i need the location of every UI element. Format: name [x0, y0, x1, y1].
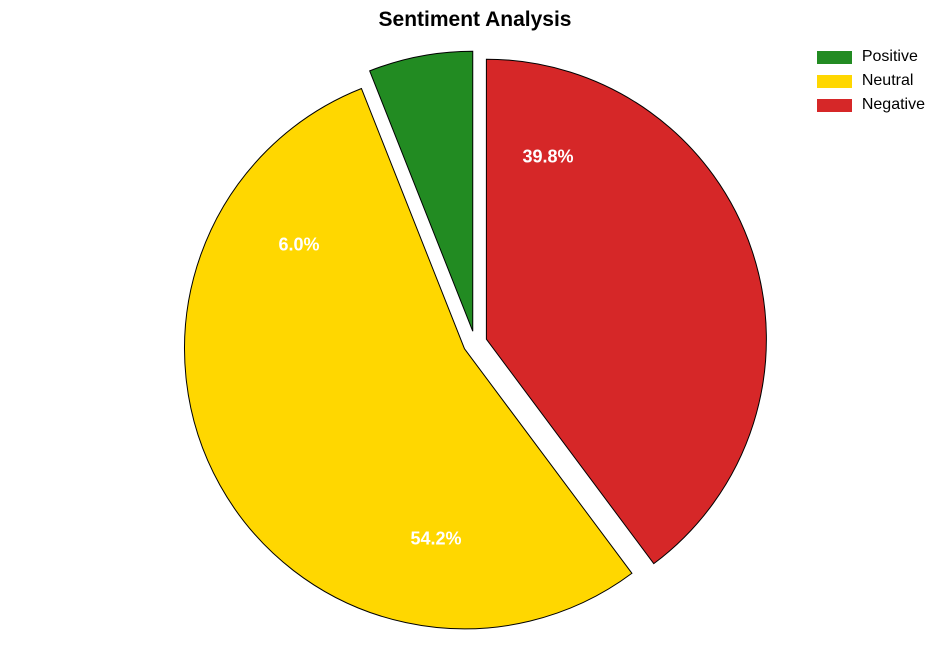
- chart-title: Sentiment Analysis: [379, 8, 572, 32]
- legend-swatch-positive: [817, 51, 852, 64]
- legend-label-negative: Negative: [862, 96, 925, 114]
- legend-label-neutral: Neutral: [862, 72, 914, 90]
- legend-item-positive: Positive: [817, 48, 925, 66]
- chart-legend: Positive Neutral Negative: [817, 48, 925, 114]
- pie-chart-container: Sentiment Analysis 39.8% 54.2% 6.0% Positi…: [0, 0, 950, 662]
- slice-label-negative: 39.8%: [522, 147, 573, 168]
- legend-swatch-neutral: [817, 75, 852, 88]
- legend-label-positive: Positive: [862, 48, 918, 66]
- legend-item-negative: Negative: [817, 96, 925, 114]
- slice-label-neutral: 54.2%: [410, 529, 461, 550]
- legend-item-neutral: Neutral: [817, 72, 925, 90]
- legend-swatch-negative: [817, 99, 852, 112]
- slice-label-positive: 6.0%: [278, 235, 319, 256]
- pie-chart-svg: [100, 40, 850, 650]
